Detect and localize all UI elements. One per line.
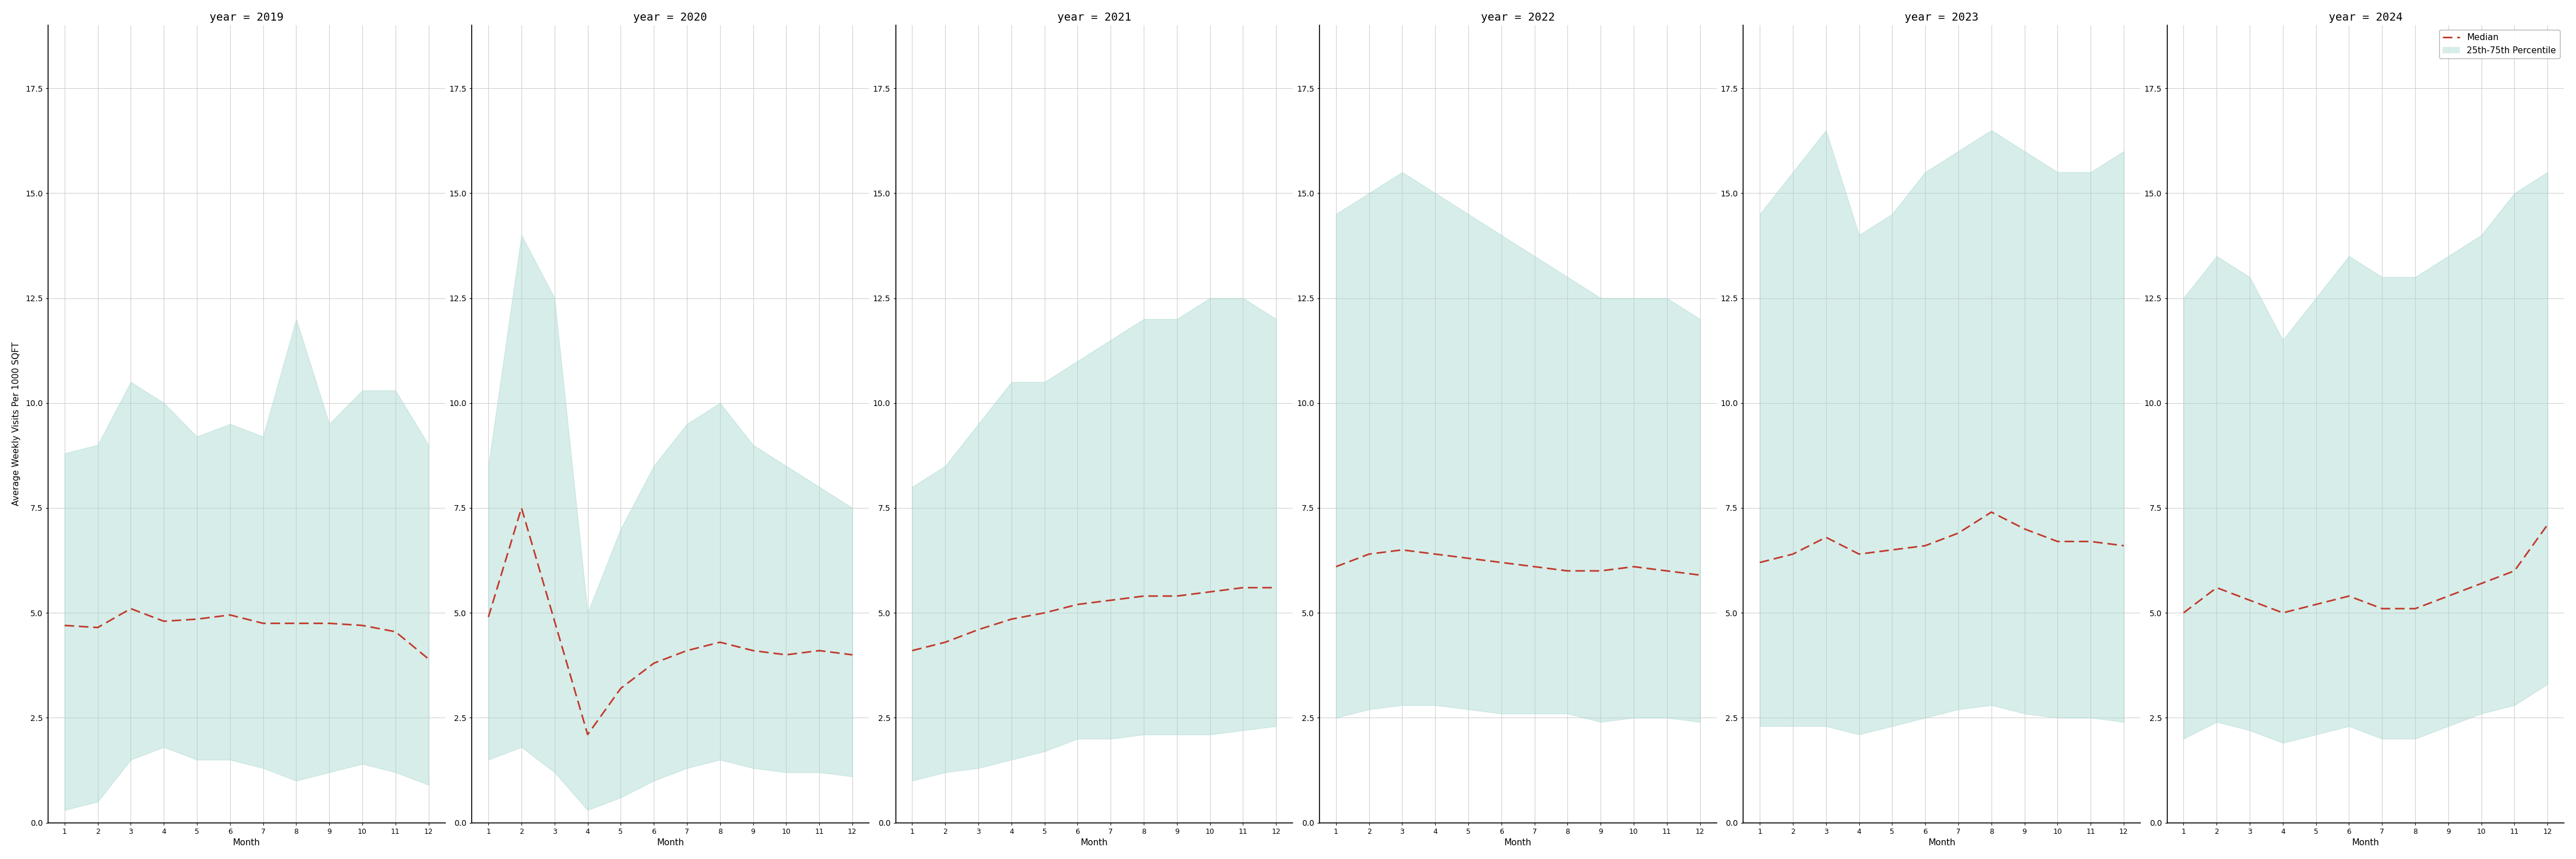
Title: year = 2020: year = 2020 — [634, 12, 708, 23]
Median — [1061, 600, 1092, 610]
X-axis label: Month: Month — [1079, 838, 1108, 847]
Median — [1878, 545, 1909, 555]
Median — [1744, 557, 1775, 568]
Median — [116, 604, 147, 614]
Median — [2300, 600, 2331, 610]
Title: year = 2023: year = 2023 — [1904, 12, 1978, 23]
Median — [1386, 545, 1417, 555]
Median — [2532, 520, 2563, 530]
Median — [538, 616, 569, 626]
Median — [1095, 595, 1126, 606]
Median — [82, 623, 113, 633]
Median — [1486, 557, 1517, 568]
Median — [180, 614, 211, 624]
Title: year = 2022: year = 2022 — [1481, 12, 1556, 23]
Median — [2334, 591, 2365, 601]
Median — [770, 649, 801, 660]
Median — [1520, 562, 1551, 572]
Line: Median: Median — [1337, 550, 1700, 575]
Median — [1584, 566, 1615, 576]
Median — [412, 654, 443, 664]
Median — [2432, 591, 2463, 601]
Line: Median: Median — [489, 508, 853, 734]
Median — [605, 683, 636, 693]
Title: year = 2021: year = 2021 — [1056, 12, 1131, 23]
Median — [247, 618, 278, 629]
Median — [1260, 582, 1291, 593]
Median — [1942, 528, 1973, 539]
Median — [804, 645, 835, 655]
X-axis label: Month: Month — [232, 838, 260, 847]
Line: Median: Median — [1759, 512, 2123, 563]
X-axis label: Month: Month — [1504, 838, 1533, 847]
Title: year = 2024: year = 2024 — [2329, 12, 2403, 23]
Legend: Median, 25th-75th Percentile: Median, 25th-75th Percentile — [2439, 30, 2561, 58]
Median — [1321, 562, 1352, 572]
Median — [572, 729, 603, 740]
Median — [639, 658, 670, 668]
Line: Median: Median — [912, 588, 1275, 650]
Median — [896, 645, 927, 655]
X-axis label: Month: Month — [2352, 838, 2380, 847]
Median — [474, 612, 505, 622]
Median — [2267, 607, 2298, 618]
Median — [214, 610, 245, 620]
Median — [2367, 604, 2398, 614]
Median — [1553, 566, 1584, 576]
Median — [1128, 591, 1159, 601]
Median — [314, 618, 345, 629]
Median — [49, 620, 80, 631]
Y-axis label: Average Weekly Visits Per 1000 SQFT: Average Weekly Visits Per 1000 SQFT — [13, 342, 21, 506]
Median — [1909, 540, 1940, 551]
Median — [2009, 524, 2040, 534]
Median — [1028, 607, 1059, 618]
Line: Median: Median — [64, 609, 428, 659]
Median — [1162, 591, 1193, 601]
Median — [737, 645, 768, 655]
Median — [706, 637, 737, 648]
Median — [2499, 566, 2530, 576]
Median — [1419, 549, 1450, 559]
Median — [381, 626, 412, 637]
Median — [1844, 549, 1875, 559]
Median — [2401, 604, 2432, 614]
Median — [930, 637, 961, 648]
Title: year = 2019: year = 2019 — [209, 12, 283, 23]
Median — [963, 624, 994, 635]
Line: Median: Median — [2184, 525, 2548, 612]
Median — [2043, 536, 2074, 546]
Median — [672, 645, 703, 655]
Median — [1618, 562, 1649, 572]
Median — [1651, 566, 1682, 576]
Median — [1976, 507, 2007, 517]
X-axis label: Month: Month — [657, 838, 685, 847]
Median — [2076, 536, 2107, 546]
Median — [1229, 582, 1260, 593]
X-axis label: Month: Month — [1927, 838, 1955, 847]
Median — [1352, 549, 1383, 559]
Median — [1195, 587, 1226, 597]
Median — [2169, 607, 2200, 618]
Median — [149, 616, 180, 626]
Median — [2233, 595, 2264, 606]
Median — [348, 620, 379, 631]
Median — [837, 649, 868, 660]
Median — [1777, 549, 1808, 559]
Median — [1453, 553, 1484, 564]
Median — [997, 614, 1028, 624]
Median — [2202, 582, 2233, 593]
Median — [2107, 540, 2138, 551]
Median — [1685, 570, 1716, 580]
Median — [1811, 532, 1842, 542]
Median — [2465, 578, 2496, 588]
Median — [505, 503, 536, 513]
Median — [281, 618, 312, 629]
